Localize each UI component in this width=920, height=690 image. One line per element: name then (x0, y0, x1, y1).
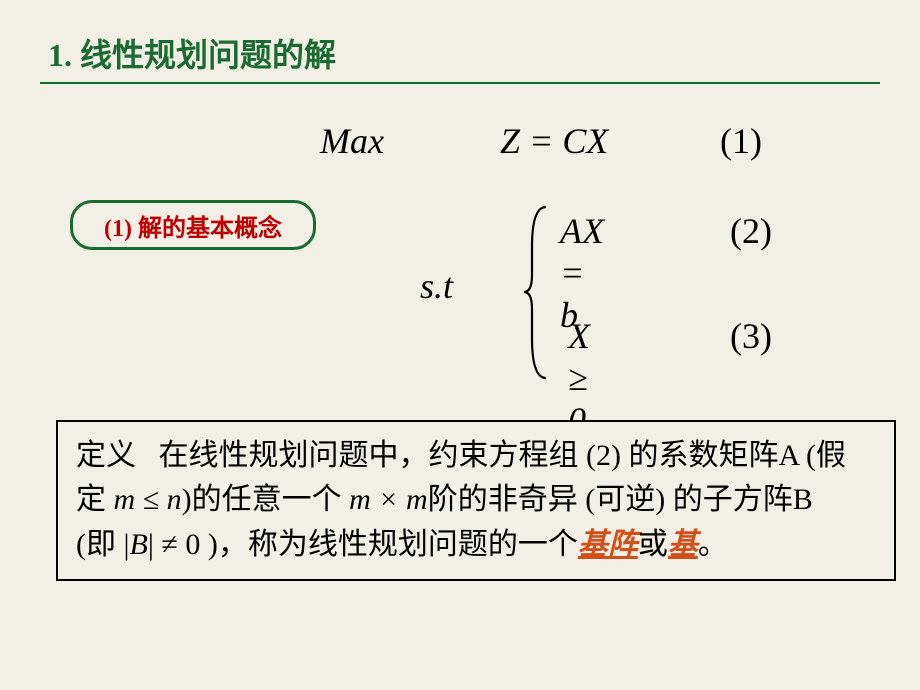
def-m-le-n: m ≤ n (114, 483, 182, 516)
def-part4: )，称为线性规划问题的一个 (208, 528, 578, 561)
def-m-by-m: m × m (349, 483, 428, 516)
equation-number-2: (2) (730, 210, 772, 252)
def-kw1: 基阵 (578, 528, 638, 561)
brace-icon (522, 205, 552, 380)
def-lead: 定义 (76, 439, 136, 472)
max-label: Max (320, 120, 384, 162)
def-end: 。 (698, 528, 728, 561)
concept-text: 解的基本概念 (138, 216, 282, 242)
equation-number-3: (3) (730, 315, 772, 357)
slide-container: 1. 线性规划问题的解 Max Z = CX (1) s.t AX = b (2… (0, 0, 920, 690)
def-part2: )的任意一个 (182, 483, 342, 516)
def-kw2: 基 (668, 528, 698, 561)
title-underline (40, 82, 880, 84)
def-det-expr: |B| ≠ 0 (124, 528, 201, 561)
slide-title: 1. 线性规划问题的解 (48, 30, 336, 76)
def-or: 或 (638, 528, 668, 561)
equation-number-1: (1) (720, 120, 762, 162)
st-label: s.t (420, 265, 453, 307)
concept-box: (1) 解的基本概念 (70, 200, 316, 250)
concept-box-text: (1) 解的基本概念 (104, 208, 282, 243)
definition-box: 定义 在线性规划问题中，约束方程组 (2) 的系数矩阵A (假定 m ≤ n)的… (56, 420, 896, 581)
concept-prefix: (1) (104, 216, 138, 242)
equation-1: Z = CX (500, 120, 608, 162)
